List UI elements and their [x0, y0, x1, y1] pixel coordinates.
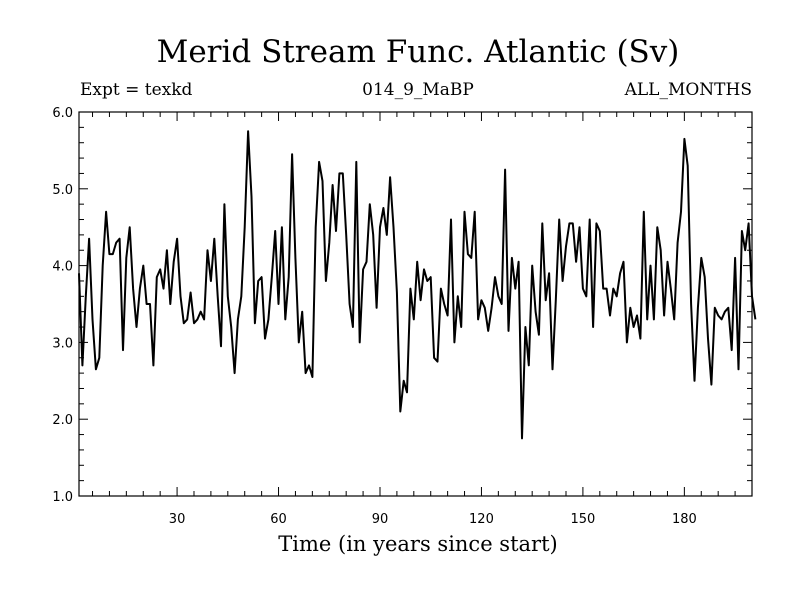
x-axis-label: Time (in years since start)	[278, 532, 558, 556]
x-tick-label: 180	[672, 512, 697, 527]
plot-frame	[78, 111, 753, 497]
y-tick-label: 2.0	[52, 413, 73, 428]
x-tick-label: 120	[469, 512, 494, 527]
experiment-label: Expt = texkd	[80, 80, 193, 100]
tick-labels: 1.0 2.0 3.0 4.0 5.0 6.0 30 60 90 120 150 180	[52, 106, 696, 527]
y-tick-label: 3.0	[52, 336, 73, 351]
x-tick-label: 150	[570, 512, 595, 527]
x-tick-label: 60	[270, 512, 287, 527]
y-tick-label: 5.0	[52, 183, 73, 198]
y-tick-label: 6.0	[52, 106, 73, 121]
series-line	[78, 130, 757, 440]
period-label: 014_9_MaBP	[362, 80, 474, 100]
x-tick-label: 30	[169, 512, 186, 527]
months-label: ALL_MONTHS	[624, 80, 752, 100]
y-tick-label: 4.0	[52, 260, 73, 275]
chart-title: Merid Stream Func. Atlantic (Sv)	[156, 34, 680, 70]
y-tick-label: 1.0	[52, 490, 73, 505]
x-tick-label: 90	[372, 512, 389, 527]
